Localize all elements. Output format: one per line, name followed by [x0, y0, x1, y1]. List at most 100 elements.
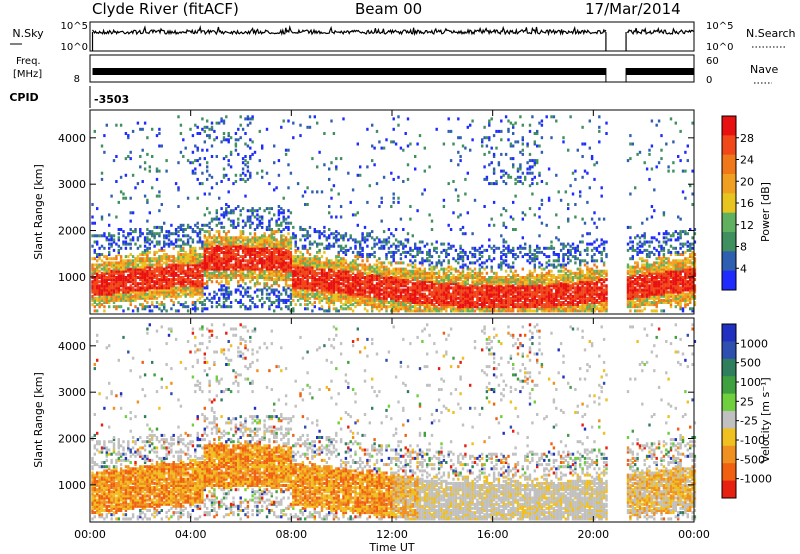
- echo-cell: [392, 307, 395, 311]
- echo-cell: [492, 250, 496, 254]
- echo-cell: [457, 309, 460, 313]
- echo-cell: [112, 267, 116, 271]
- echo-cell: [430, 292, 434, 296]
- echo-cell: [387, 280, 391, 284]
- echo-cell: [127, 276, 130, 279]
- echo-cell: [261, 257, 264, 261]
- echo-cell: [332, 232, 336, 236]
- echo-cell: [210, 276, 214, 279]
- echo-cell: [158, 248, 161, 252]
- echo-cell: [112, 271, 116, 275]
- echo-cell: [359, 253, 362, 256]
- echo-cell: [100, 253, 104, 256]
- echo-cell: [141, 292, 144, 296]
- echo-cell: [301, 244, 305, 248]
- echo-cell: [361, 296, 364, 300]
- echo-cell: [416, 142, 419, 146]
- echo-cell: [375, 282, 379, 286]
- echo-cell: [270, 301, 273, 304]
- echo-cell: [483, 248, 486, 252]
- echo-cell: [296, 286, 300, 290]
- echo-cell: [261, 273, 264, 277]
- echo-cell: [127, 234, 130, 238]
- echo-cell: [371, 273, 374, 277]
- echo-cell: [323, 282, 326, 286]
- echo-cell: [378, 267, 381, 271]
- echo-cell: [134, 282, 137, 286]
- echo-cell: [115, 242, 118, 246]
- echo-cell: [148, 242, 151, 246]
- echo-cell: [184, 305, 187, 309]
- echo-cell: [488, 121, 491, 125]
- echo-cell: [325, 278, 328, 282]
- echo-cell: [325, 259, 328, 263]
- echo-cell: [225, 278, 228, 282]
- echo-cell: [273, 259, 276, 263]
- echo-cell: [390, 261, 393, 265]
- echo-cell: [325, 286, 328, 290]
- echo-cell: [131, 265, 135, 269]
- echo-cell: [433, 265, 436, 269]
- echo-cell: [478, 298, 481, 302]
- echo-cell: [488, 290, 491, 294]
- echo-cell: [464, 309, 467, 313]
- echo-cell: [435, 246, 438, 250]
- echo-cell: [139, 127, 142, 131]
- echo-cell: [306, 307, 309, 311]
- echo-cell: [151, 155, 154, 158]
- echo-cell: [428, 276, 431, 279]
- echo-cell: [323, 265, 326, 269]
- echo-cell: [502, 307, 505, 311]
- echo-cell: [282, 273, 285, 277]
- echo-cell: [332, 267, 336, 271]
- echo-cell: [507, 175, 510, 179]
- echo-cell: [220, 221, 223, 225]
- echo-cell: [215, 292, 218, 296]
- echo-cell: [253, 255, 257, 259]
- echo-cell: [418, 280, 422, 284]
- echo-cell: [244, 255, 247, 259]
- echo-cell: [299, 250, 302, 254]
- echo-cell: [442, 269, 446, 273]
- echo-cell: [512, 125, 515, 129]
- echo-cell: [165, 309, 168, 313]
- echo-cell: [206, 125, 209, 129]
- echo-cell: [151, 230, 154, 234]
- echo-cell: [471, 284, 474, 288]
- echo-cell: [146, 232, 149, 236]
- echo-cell: [218, 267, 221, 271]
- echo-cell: [208, 278, 211, 282]
- echo-cell: [222, 255, 226, 259]
- echo-cell: [270, 273, 273, 277]
- date-title: 17/Mar/2014: [585, 0, 681, 18]
- echo-cell: [414, 269, 417, 273]
- echo-cell: [189, 282, 192, 286]
- echo-cell: [189, 292, 192, 296]
- echo-cell: [167, 294, 171, 298]
- echo-cell: [351, 280, 355, 284]
- echo-cell: [452, 142, 455, 146]
- echo-cell: [311, 271, 314, 275]
- echo-cell: [148, 265, 151, 269]
- echo-cell: [98, 288, 101, 292]
- echo-cell: [461, 303, 465, 307]
- echo-cell: [122, 280, 125, 284]
- echo-cell: [210, 257, 214, 261]
- echo-cell: [452, 280, 455, 284]
- echo-cell: [232, 223, 235, 227]
- echo-cell: [196, 271, 199, 275]
- echo-cell: [151, 257, 154, 261]
- echo-cell: [349, 307, 352, 311]
- echo-cell: [323, 132, 326, 135]
- echo-cell: [119, 284, 123, 288]
- echo-cell: [270, 276, 273, 279]
- echo-cell: [313, 115, 316, 119]
- echo-cell: [399, 269, 403, 273]
- echo-cell: [141, 261, 144, 265]
- echo-cell: [143, 263, 147, 267]
- echo-cell: [296, 292, 300, 296]
- echo-cell: [335, 307, 338, 311]
- echo-cell: [342, 246, 345, 250]
- echo-cell: [241, 278, 245, 282]
- echo-cell: [196, 282, 199, 286]
